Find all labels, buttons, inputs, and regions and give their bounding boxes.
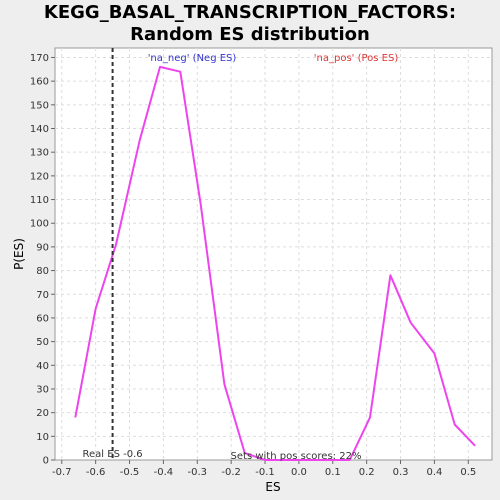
y-axis-title: P(ES) xyxy=(12,238,26,270)
annotation-layer: Real ES -0.6 'na_neg' (Neg ES) 'na_pos' (P… xyxy=(83,48,399,462)
x-tick-label: -0.3 xyxy=(188,467,208,478)
grid-lines xyxy=(55,48,492,460)
x-tick-label: 0.4 xyxy=(426,467,442,478)
pos-es-label: 'na_pos' (Pos ES) xyxy=(314,53,399,64)
x-tick-label: 0.1 xyxy=(325,467,341,478)
es-distribution-line xyxy=(74,65,476,461)
x-tick-label: -0.1 xyxy=(255,467,275,478)
x-tick-label: -0.5 xyxy=(120,467,140,478)
chart-title: KEGG_BASAL_TRANSCRIPTION_FACTORS: Random… xyxy=(43,2,457,45)
x-tick-label: 0.5 xyxy=(460,467,476,478)
y-tick-label: 170 xyxy=(30,53,49,64)
x-tick-label: -0.4 xyxy=(154,467,174,478)
plot-area xyxy=(54,47,493,461)
y-tick-label: 50 xyxy=(36,337,49,348)
y-tick-label: 110 xyxy=(30,195,49,206)
x-tick-label: 0.3 xyxy=(393,467,409,478)
y-tick-label: 10 xyxy=(36,432,49,443)
x-tick-label: 0.2 xyxy=(359,467,375,478)
pos-scores-label: Sets with pos scores: 22% xyxy=(231,451,362,462)
y-tick-label: 40 xyxy=(36,361,49,372)
axes: 0 10 20 30 40 50 60 70 80 90 100 110 120 130 140 150 160… xyxy=(30,53,476,478)
x-axis-title: ES xyxy=(265,480,280,494)
y-tick-label: 20 xyxy=(36,408,49,419)
y-tick-label: 0 xyxy=(43,456,49,467)
neg-es-label: 'na_neg' (Neg ES) xyxy=(148,53,237,64)
y-tick-label: 70 xyxy=(36,290,49,301)
y-tick-label: 80 xyxy=(36,266,49,277)
real-es-label: Real ES -0.6 xyxy=(83,449,143,460)
y-tick-label: 90 xyxy=(36,242,49,253)
x-tick-label: 0.0 xyxy=(291,467,307,478)
y-tick-label: 100 xyxy=(30,219,49,230)
series-layer xyxy=(74,65,476,461)
y-tick-label: 160 xyxy=(30,77,49,88)
y-tick-label: 30 xyxy=(36,384,49,395)
x-tick-label: -0.2 xyxy=(221,467,241,478)
x-tick-label: -0.6 xyxy=(86,467,106,478)
y-tick-label: 140 xyxy=(30,124,49,135)
y-tick-label: 60 xyxy=(36,313,49,324)
y-tick-label: 130 xyxy=(30,148,49,159)
y-tick-label: 120 xyxy=(30,171,49,182)
y-tick-label: 150 xyxy=(30,100,49,111)
x-tick-label: -0.7 xyxy=(52,467,72,478)
